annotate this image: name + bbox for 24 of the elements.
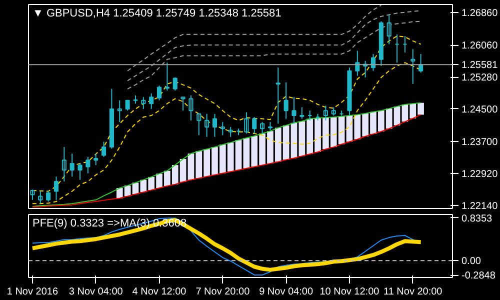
y-tick-label: 1.26060 <box>462 40 498 52</box>
y-tick-label: 1.22140 <box>462 201 498 212</box>
y-tick-label: 1.23700 <box>462 137 498 148</box>
y-tick-label: 0.8353 <box>462 213 493 224</box>
candlestick <box>164 62 170 92</box>
chart-title: ▼ GBPUSD,H4 1.25409 1.25749 1.25348 1.25581 <box>32 8 282 20</box>
y-tick-label: -0.2848 <box>462 270 496 282</box>
x-tick-label: 9 Nov 04:00 <box>259 286 314 298</box>
x-tick-label: 3 Nov 04:00 <box>68 286 124 298</box>
y-tick-label: 1.22920 <box>462 169 498 180</box>
candlestick <box>300 106 304 120</box>
x-tick-label: 1 Nov 2016 <box>6 286 58 298</box>
y-tick-label: 0.00 <box>462 256 482 268</box>
ref-line-label: 1.25581 <box>462 60 498 72</box>
bar <box>290 122 298 158</box>
y-tick-label: 1.25280 <box>462 72 498 84</box>
candlestick <box>133 94 138 104</box>
x-tick-label: 10 Nov 12:00 <box>320 286 380 298</box>
x-tick-label: 7 Nov 20:00 <box>196 286 250 298</box>
x-tick-label: 11 Nov 20:00 <box>384 286 443 298</box>
y-tick-label: 1.26860 <box>462 8 498 19</box>
candlestick <box>268 122 273 131</box>
x-tick-label: 4 Nov 12:00 <box>132 286 187 298</box>
y-tick-label: 1.24500 <box>462 104 498 116</box>
